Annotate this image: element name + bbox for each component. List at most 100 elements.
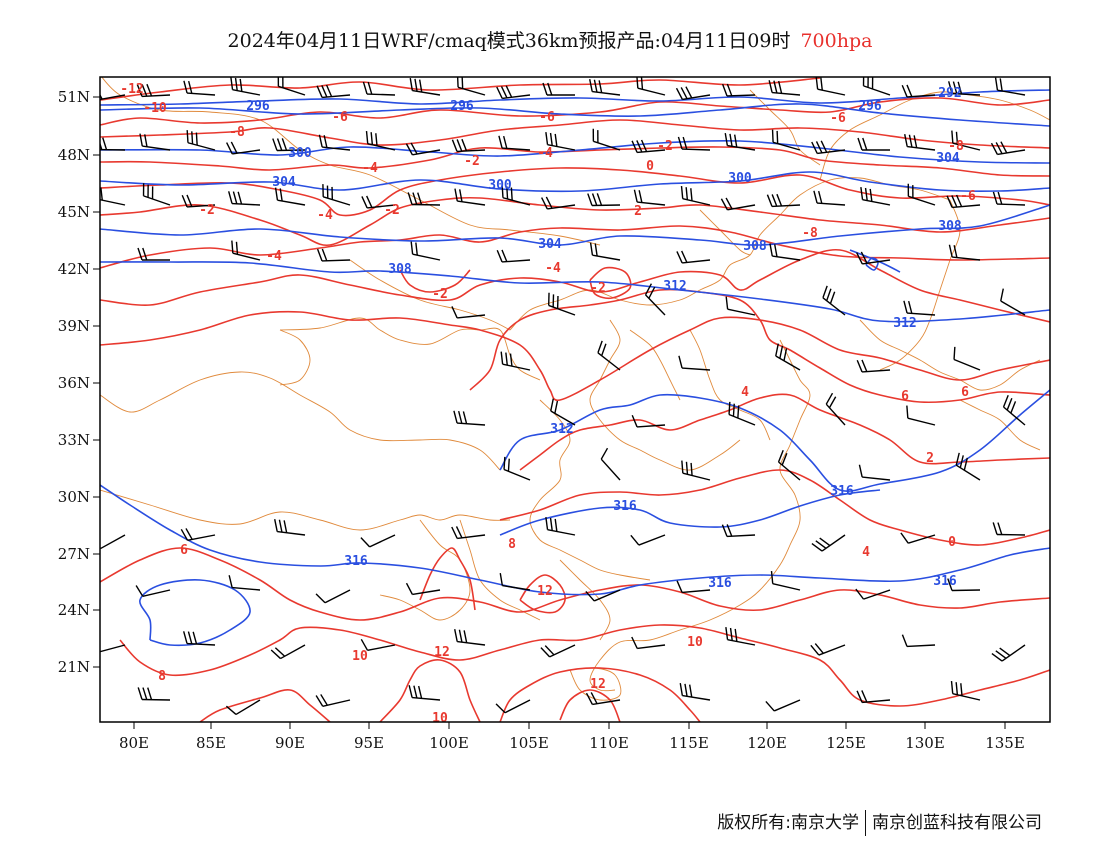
temperature-label: -10 — [143, 101, 167, 116]
temperature-label: -2 — [199, 203, 215, 218]
height-contour — [139, 579, 251, 647]
y-tick-label: 30N — [58, 488, 90, 506]
wind-barb — [589, 242, 621, 261]
wind-barb — [856, 359, 891, 373]
wind-barb — [815, 77, 846, 96]
wind-barb — [631, 139, 666, 154]
x-tick-label: 130E — [905, 734, 945, 752]
wind-barb — [862, 77, 891, 96]
wind-barb — [856, 690, 891, 704]
wind-barb — [315, 694, 351, 707]
wind-barb — [811, 534, 846, 552]
wind-barb — [230, 77, 261, 96]
height-contour — [499, 389, 1050, 492]
height-contour — [100, 103, 1050, 127]
wind-barb — [592, 128, 621, 151]
wind-barb — [274, 187, 306, 206]
wind-barb — [451, 526, 486, 540]
admin-border — [349, 259, 511, 331]
height-label: 312 — [663, 279, 686, 294]
y-tick-label: 51N — [58, 88, 90, 106]
x-tick-label: 135E — [985, 734, 1025, 752]
wind-barb — [322, 184, 351, 206]
wind-barb — [585, 692, 621, 706]
admin-border — [559, 559, 611, 641]
temperature-label: -4 — [317, 208, 333, 223]
wind-barb — [500, 351, 531, 371]
temperature-label: -8 — [948, 139, 964, 154]
wind-barb — [589, 79, 621, 96]
height-contour — [100, 204, 1050, 246]
temperature-label: -2 — [432, 287, 448, 302]
wind-barb — [498, 135, 531, 151]
temperature-label: -4 — [537, 146, 553, 161]
wind-barb — [226, 141, 261, 155]
wind-barb — [183, 80, 216, 96]
wind-barb — [600, 447, 621, 481]
wind-barb — [1000, 288, 1026, 316]
admin-border — [379, 519, 471, 621]
wind-barb — [451, 138, 486, 153]
wind-barb — [100, 644, 126, 653]
admin-border — [100, 371, 501, 471]
wind-barb — [856, 251, 891, 265]
temperature-contour — [100, 77, 821, 101]
temperature-contour — [100, 225, 1050, 269]
y-tick-label: 45N — [58, 203, 90, 221]
wind-barb — [137, 687, 171, 701]
wind-barb — [540, 644, 576, 658]
wind-barb — [681, 460, 711, 481]
wind-barb — [777, 449, 801, 481]
temperature-label: -6 — [332, 110, 348, 125]
wind-barb — [994, 77, 1026, 96]
height-contour — [100, 484, 1050, 596]
temperature-contour — [589, 266, 632, 300]
wind-barb — [100, 187, 126, 206]
admin-border — [279, 329, 311, 386]
wind-barb — [811, 140, 846, 155]
wind-barb — [545, 132, 576, 151]
wind-barb — [136, 83, 171, 98]
temperature-contour — [499, 667, 701, 722]
temperature-label: 0 — [646, 159, 654, 174]
height-label: 296 — [450, 99, 474, 114]
y-tick-label: 33N — [58, 431, 90, 449]
wind-barb — [855, 588, 891, 600]
height-contour — [100, 139, 1050, 164]
wind-barb — [542, 82, 575, 96]
wind-barb — [992, 191, 1026, 206]
temperature-label: 6 — [180, 543, 188, 558]
wind-barb — [991, 644, 1026, 662]
x-tick-label: 90E — [275, 734, 305, 752]
wind-barb — [495, 699, 531, 714]
wind-barb — [633, 189, 666, 206]
wind-barb — [407, 192, 441, 206]
wind-barb — [953, 346, 981, 371]
wind-barb — [360, 534, 396, 548]
admin-border — [689, 329, 771, 441]
wind-barb — [139, 133, 171, 151]
wind-barb — [186, 130, 216, 151]
wind-barb — [950, 681, 981, 701]
wind-barb — [545, 517, 576, 536]
wind-barb — [585, 589, 621, 602]
wind-barb — [362, 81, 396, 96]
wind-barb — [499, 573, 531, 591]
height-contour — [100, 89, 1050, 106]
admin-border — [699, 209, 751, 256]
wind-barb — [720, 197, 756, 211]
admin-border — [459, 519, 541, 621]
y-tick-label: 21N — [58, 658, 90, 676]
wind-barb — [766, 193, 801, 208]
wind-barb — [946, 194, 981, 209]
height-label: 300 — [288, 146, 312, 161]
wind-barb — [904, 134, 936, 151]
height-label: 300 — [488, 178, 512, 193]
wind-barb — [587, 193, 621, 207]
temperature-label: 6 — [901, 389, 909, 404]
temperature-contour — [519, 574, 566, 614]
height-label: 308 — [938, 219, 962, 234]
wind-barb — [630, 534, 666, 546]
temperature-label: -8 — [802, 226, 818, 241]
height-label: 308 — [743, 239, 767, 254]
